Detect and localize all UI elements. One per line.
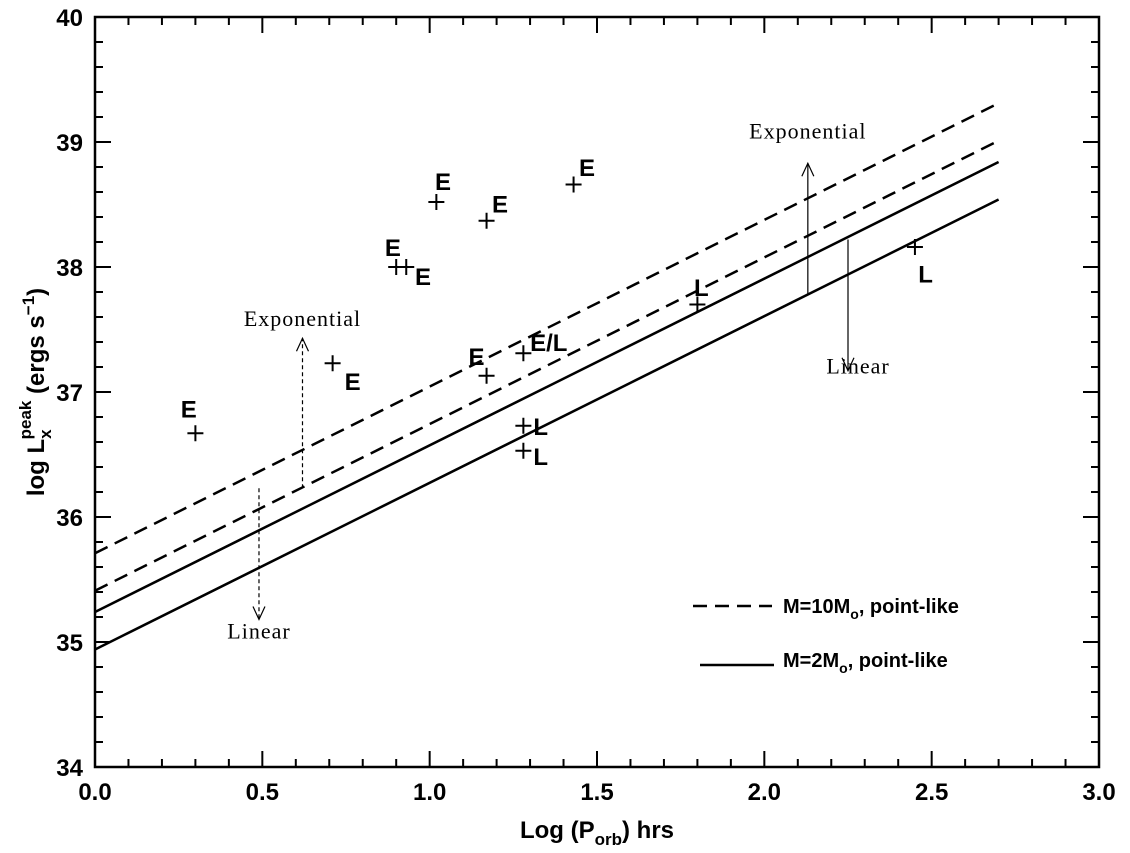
point-label: E [181,396,197,423]
data-point [515,345,532,362]
x-tick-label: 1.0 [413,779,446,806]
point-label: E [579,155,595,182]
arrow-3 [841,239,855,373]
data-point [906,239,923,255]
annotation-3: Linear [826,353,889,378]
legend-label-10msun: M=10Mo, point-like [783,596,959,622]
arrow-1 [252,488,266,621]
arrow-0 [295,336,310,489]
y-tick-label: 40 [56,5,83,32]
data-point [428,194,445,210]
data-point [398,259,415,275]
y-tick-label: 39 [56,130,83,157]
y-axis-label: log Lxpeak (ergs s−1) [16,288,55,496]
series-line-solid-2 [94,160,1000,614]
data-point [478,367,495,384]
legend-label-2msun: M=2Mo, point-like [783,650,948,676]
axis-tick-labels: 0.0 0.5 1.0 1.5 2.0 2.5 3.0 34 35 36 37 38 39 40 [56,5,1115,806]
y-tick-label: 35 [56,630,83,657]
data-point [324,355,341,372]
annotation-2: Exponential [749,118,866,143]
series-line-dashed-1 [94,139,1000,592]
arrow-2 [801,161,815,295]
data-point [515,442,532,459]
y-tick-label: 34 [56,755,83,782]
x-tick-label: 0.5 [246,779,279,806]
point-label: E [435,169,451,196]
y-tick-label: 37 [56,380,83,407]
arrows [252,161,855,621]
data-point [478,212,495,229]
point-label: E [469,344,485,371]
x-tick-label: 2.0 [748,779,781,806]
y-tick-label: 38 [56,255,83,282]
data-points [187,176,923,459]
point-label: E [415,264,431,291]
data-point [689,296,706,313]
point-label: E [385,235,401,262]
annotation-1: Linear [227,618,290,643]
legend: M=10Mo, point-like M=2Mo, point-like [693,596,959,676]
point-label: E/L [530,330,567,357]
point-label: E [345,369,361,396]
annotations: Exponential Linear Exponential Linear [227,118,889,643]
x-tick-label: 3.0 [1082,779,1115,806]
data-point [565,176,582,193]
x-tick-label: 0.0 [78,779,111,806]
point-label: L [533,414,548,441]
point-label: E [492,191,508,218]
data-point [187,425,204,442]
series-line-dashed-0 [94,102,1000,555]
y-tick-label: 36 [56,505,83,532]
x-tick-label: 1.5 [580,779,613,806]
x-axis-label: Log (Porb) hrs [520,817,674,849]
data-point [515,417,532,434]
point-label: L [694,275,709,302]
annotation-0: Exponential [244,306,361,331]
x-tick-label: 2.5 [915,779,948,806]
point-label: L [918,261,933,288]
point-label: L [533,444,548,471]
axis-ticks [94,16,1100,768]
